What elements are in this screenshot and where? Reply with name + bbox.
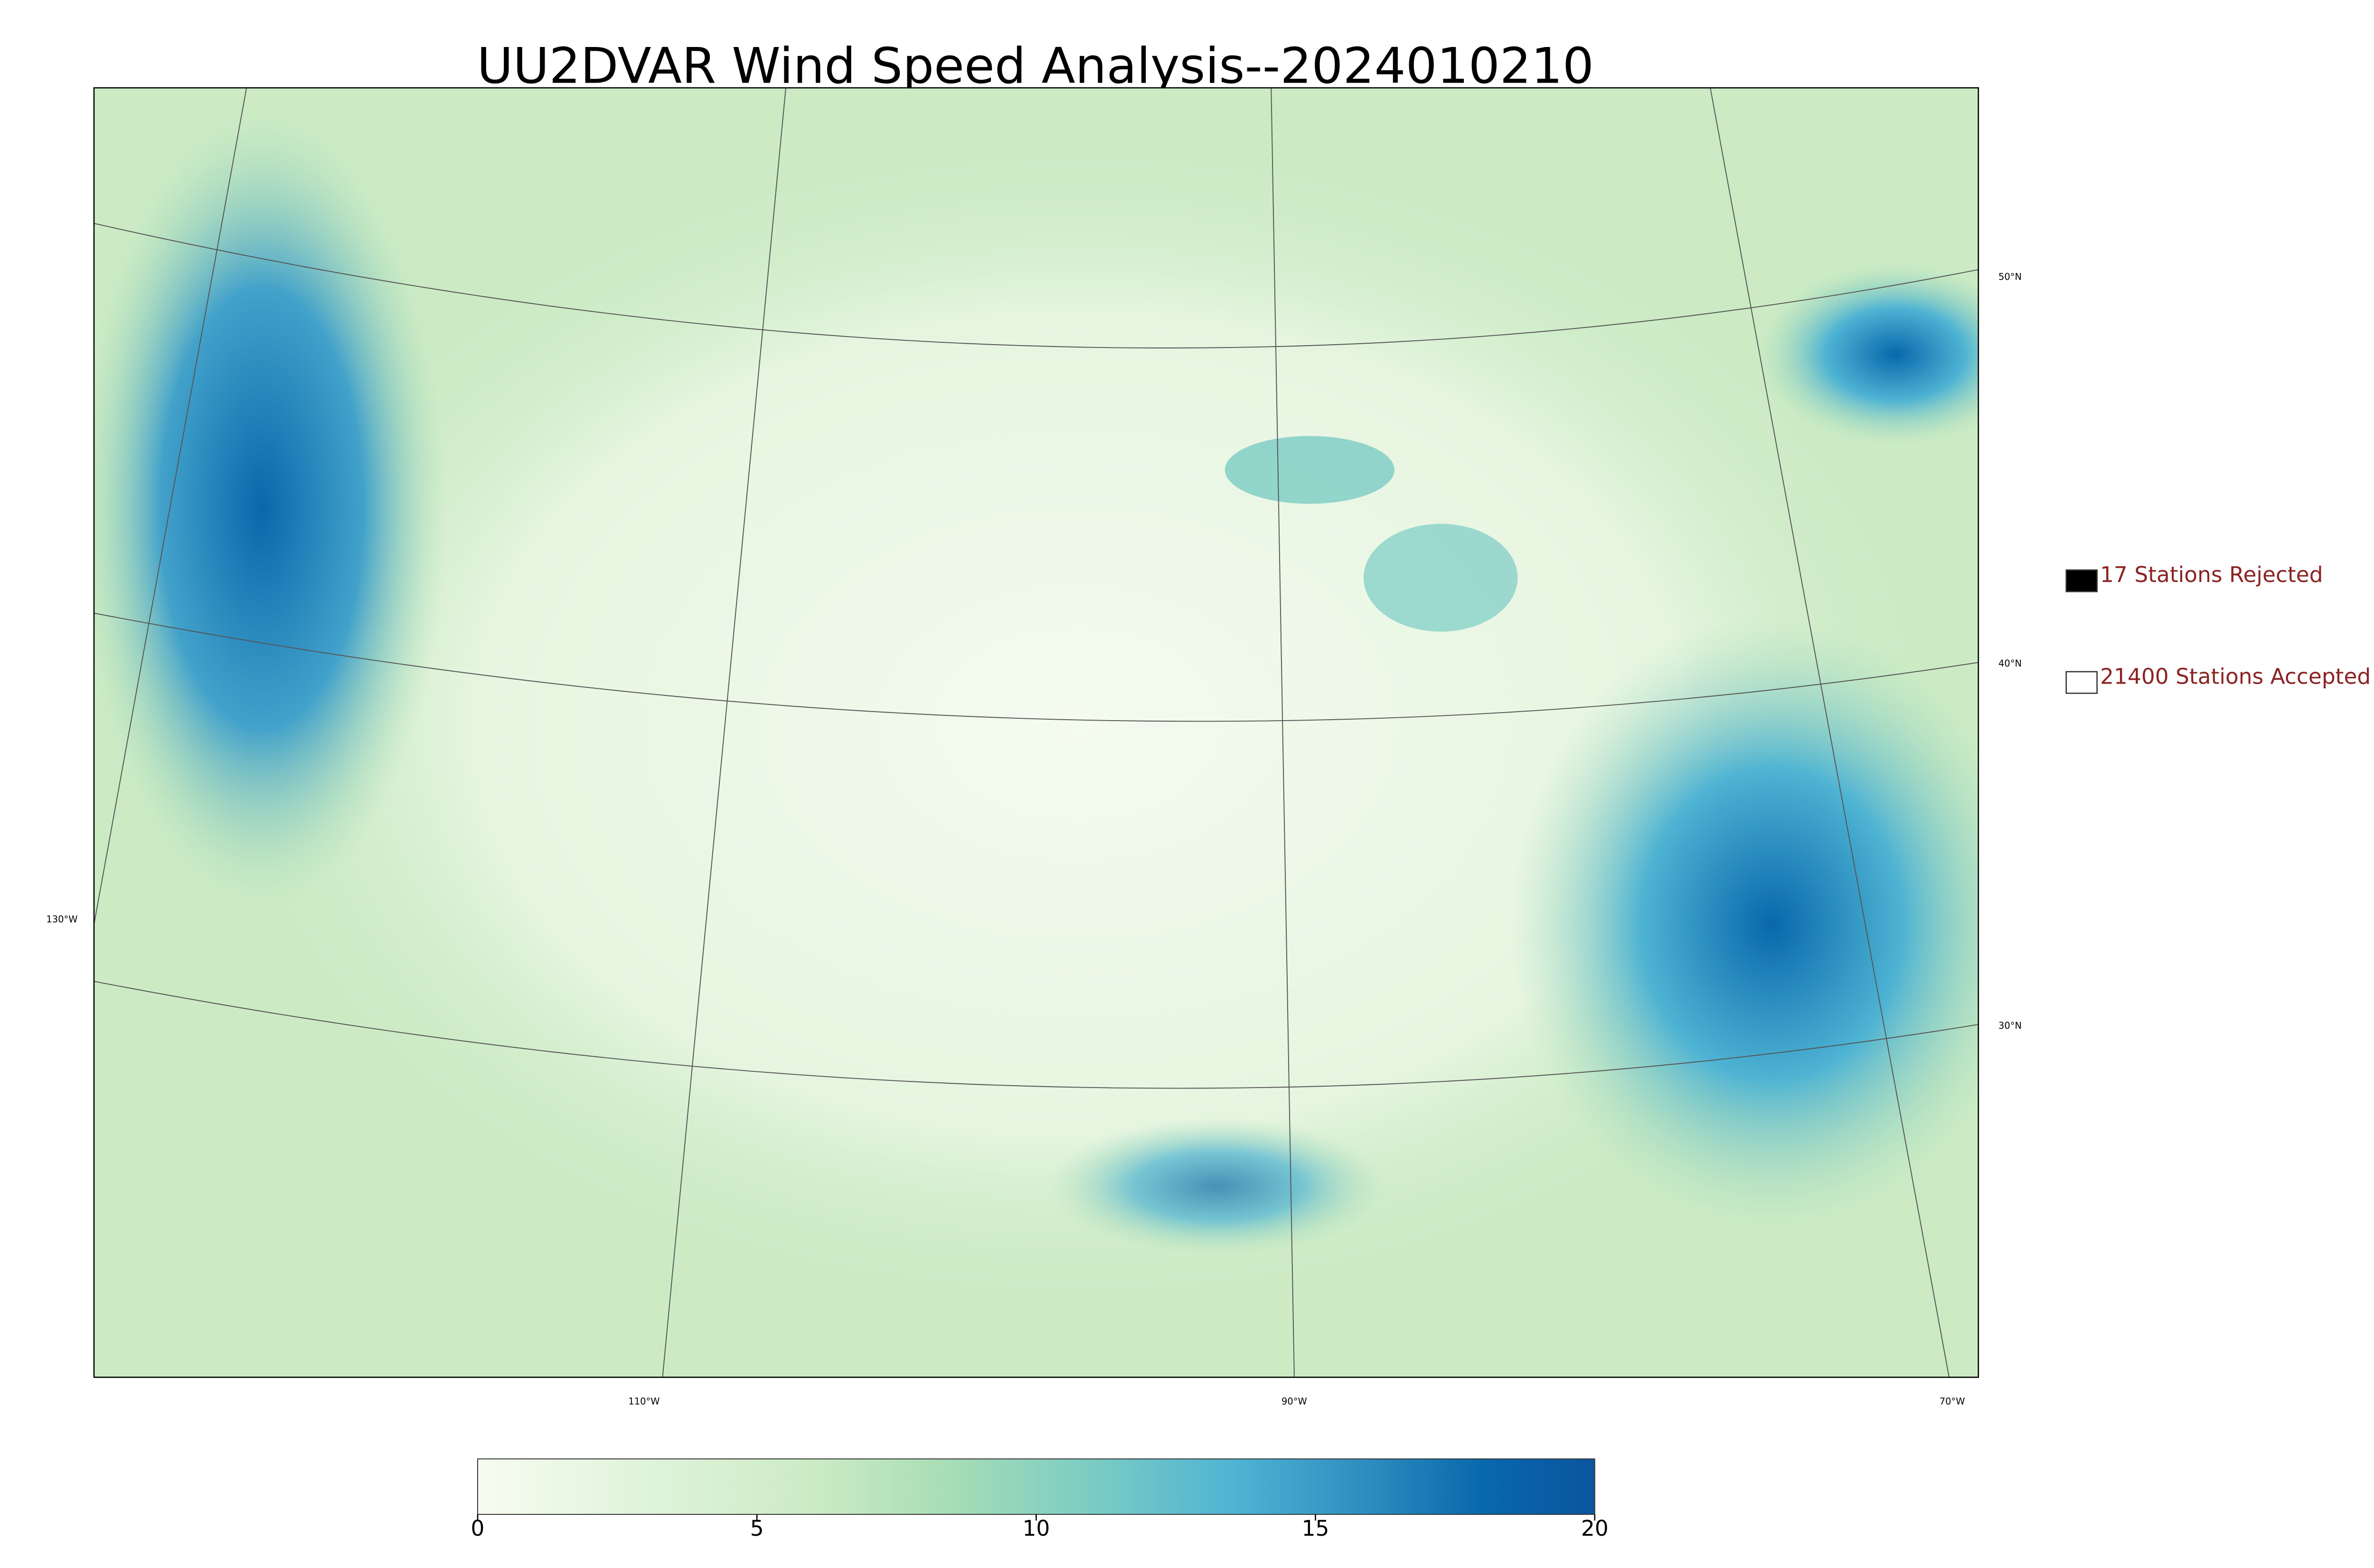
longitude-label: 110°W	[628, 1396, 659, 1407]
legend-swatch	[2065, 569, 2098, 592]
title: UU2DVAR Wind Speed Analysis--2024010210	[477, 38, 1594, 94]
latitude-label: 30°N	[1998, 1020, 2022, 1031]
map-frame	[93, 87, 1979, 1378]
colorbar-tick-label: 5	[750, 1516, 764, 1541]
longitude-label: 70°W	[1940, 1396, 1965, 1407]
latitude-label: 50°N	[1998, 272, 2022, 282]
wind-maximum	[1047, 1117, 1387, 1256]
map	[94, 88, 1978, 1378]
colorbar	[477, 1458, 1595, 1515]
colorbar-tick-label: 20	[1581, 1516, 1609, 1541]
legend-label: 17 Stations Rejected	[2100, 562, 2323, 587]
latitude-label: 40°N	[1998, 658, 2022, 669]
legend-swatch	[2065, 671, 2098, 694]
legend-label: 21400 Stations Accepted	[2100, 664, 2371, 689]
land-area	[216, 139, 1941, 1310]
wind-maximum	[1756, 262, 1978, 447]
colorbar-tick-label: 10	[1022, 1516, 1050, 1541]
colorbar-ticks: 0 5 10 15 20	[471, 1514, 1609, 1541]
colorbar-tick-label: 0	[471, 1516, 485, 1541]
wind-maximum	[94, 108, 447, 909]
longitude-label: 130°W	[46, 914, 77, 925]
lake	[1363, 524, 1518, 632]
lake	[1225, 436, 1394, 504]
legend: 17 Stations Rejected 21400 Stations Accep…	[2065, 562, 2371, 694]
wind-maximum	[1510, 616, 1978, 1232]
longitude-label: 90°W	[1281, 1396, 1307, 1407]
graticule	[94, 88, 1978, 1378]
graticule-labels: 50°N 40°N 30°N 130°W 110°W 90°W 70°W	[46, 272, 2022, 1407]
colorbar-tick-label: 15	[1302, 1516, 1329, 1541]
